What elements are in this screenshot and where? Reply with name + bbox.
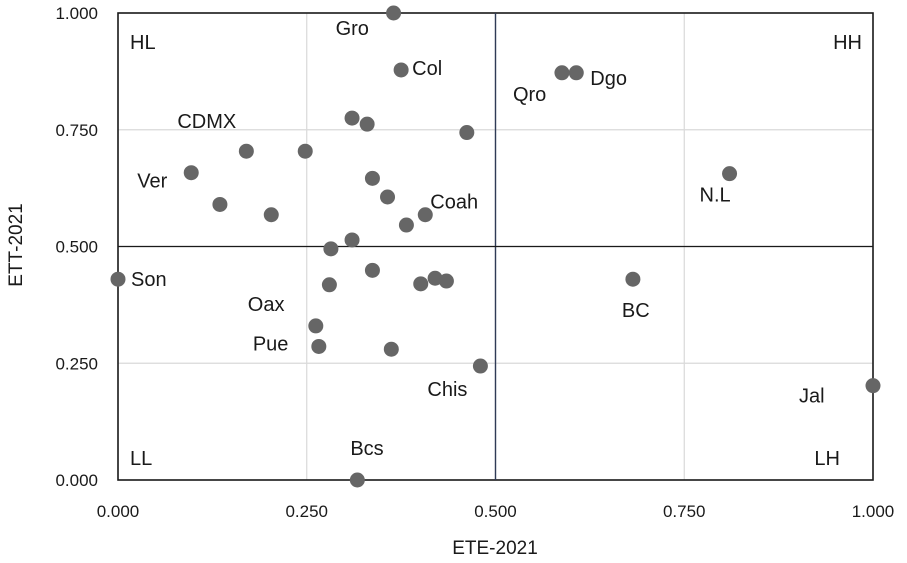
point-label-dgo: Dgo — [590, 68, 627, 90]
data-point-ver — [183, 165, 199, 181]
y-tick-label: 0.500 — [55, 238, 98, 257]
data-point — [344, 110, 360, 126]
x-tick-label: 0.250 — [285, 502, 328, 521]
y-tick-labels: 0.000 0.250 0.500 0.750 1.000 — [55, 4, 98, 490]
point-label-jal: Jal — [799, 386, 825, 408]
data-point-chis — [472, 358, 488, 374]
data-point — [344, 232, 360, 248]
data-point-son — [110, 271, 126, 287]
y-tick-label: 1.000 — [55, 4, 98, 23]
data-point-bc — [625, 271, 641, 287]
data-point — [364, 262, 380, 278]
data-point-coah — [417, 207, 433, 223]
data-point-dgo — [568, 65, 584, 81]
point-label-qro: Qro — [513, 84, 546, 106]
point-label-cdmx: CDMX — [177, 111, 236, 133]
data-points — [110, 5, 881, 488]
point-label-ver: Ver — [137, 171, 167, 193]
point-labels: Gro Col Qro Dgo CDMX Ver N.L Coah Son BC Oax Pue Chi… — [131, 18, 825, 460]
point-label-pue: Pue — [253, 333, 289, 355]
quadrant-labels: HL HH LL LH — [130, 32, 862, 470]
data-point-col — [393, 62, 409, 78]
point-label-gro: Gro — [336, 18, 369, 40]
reference-lines — [118, 13, 873, 480]
y-axis-title: ETT-2021 — [6, 203, 27, 286]
data-point — [321, 277, 337, 293]
data-point — [263, 207, 279, 223]
data-point-cdmx — [238, 143, 254, 159]
x-tick-label: 0.000 — [97, 502, 140, 521]
point-label-nl: N.L — [700, 185, 731, 207]
point-label-chis: Chis — [427, 379, 467, 401]
point-label-col: Col — [412, 58, 442, 80]
x-axis-title: ETE-2021 — [452, 538, 538, 559]
data-point-bcs — [349, 472, 365, 488]
data-point — [297, 143, 313, 159]
x-tick-label: 0.500 — [474, 502, 517, 521]
quadrant-label-lh: LH — [814, 448, 840, 470]
data-point-jal — [865, 378, 881, 394]
data-point — [438, 273, 454, 289]
x-tick-label: 0.750 — [663, 502, 706, 521]
data-point — [359, 116, 375, 132]
point-label-oax: Oax — [248, 294, 285, 316]
quadrant-label-hl: HL — [130, 32, 156, 54]
x-tick-labels: 0.000 0.250 0.500 0.750 1.000 — [97, 502, 895, 521]
y-tick-label: 0.750 — [55, 121, 98, 140]
quadrant-label-hh: HH — [833, 32, 862, 54]
data-point — [383, 341, 399, 357]
data-point-oax — [308, 318, 324, 334]
data-point — [427, 270, 443, 286]
data-point — [398, 217, 414, 233]
point-label-son: Son — [131, 269, 167, 291]
y-tick-label: 0.250 — [55, 354, 98, 373]
point-label-coah: Coah — [430, 192, 478, 214]
data-point — [413, 276, 429, 292]
data-point — [380, 189, 396, 205]
point-label-bcs: Bcs — [350, 438, 383, 460]
point-label-bc: BC — [622, 300, 650, 322]
quadrant-label-ll: LL — [130, 448, 152, 470]
data-point-nl — [722, 166, 738, 182]
y-tick-label: 0.000 — [55, 471, 98, 490]
data-point-pue — [311, 338, 327, 354]
data-point-gro — [386, 5, 402, 21]
data-point — [323, 241, 339, 257]
x-tick-label: 1.000 — [852, 502, 895, 521]
data-point-qro — [554, 65, 570, 81]
data-point — [364, 170, 380, 186]
data-point — [459, 125, 475, 141]
data-point — [212, 196, 228, 212]
